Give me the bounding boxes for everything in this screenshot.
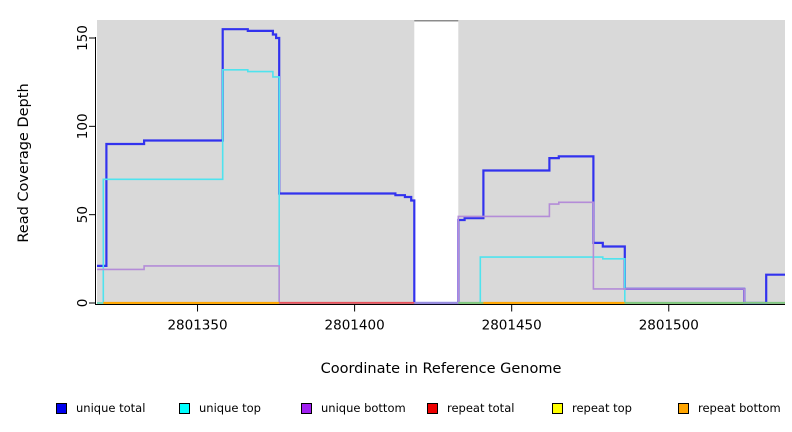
legend-swatch-icon: [301, 402, 312, 414]
y-tick-label: 0: [75, 299, 91, 308]
legend-item-label: unique bottom: [321, 401, 406, 415]
legend-item: unique top: [179, 399, 261, 417]
legend-item-label: repeat top: [572, 401, 632, 415]
legend-item-label: repeat bottom: [698, 401, 781, 415]
legend-item-label: repeat total: [447, 401, 515, 415]
x-tick-label: 2801400: [325, 318, 385, 334]
legend-swatch-icon: [552, 402, 563, 414]
legend-item: repeat bottom: [678, 399, 781, 417]
legend-swatch-icon: [427, 402, 438, 414]
y-tick-label: 100: [75, 113, 91, 139]
legend-swatch-icon: [179, 402, 190, 414]
series-line-unique-bottom: [97, 201, 785, 304]
x-tick-label: 2801500: [639, 318, 699, 334]
legend-item: unique total: [56, 399, 145, 417]
y-axis-label: Read Coverage Depth: [16, 83, 32, 243]
gap-mask: [414, 21, 459, 304]
legend-item-label: unique total: [76, 401, 146, 415]
x-tick-label: 2801350: [167, 318, 227, 334]
legend-swatch-icon: [56, 402, 67, 414]
legend-item-label: unique top: [199, 401, 261, 415]
series-line-unique-top: [97, 69, 785, 304]
x-axis-label: Coordinate in Reference Genome: [320, 361, 562, 377]
y-tick-label: 150: [75, 25, 91, 51]
legend-item: repeat total: [427, 399, 514, 417]
y-tick-label: 50: [75, 206, 91, 223]
legend-item: unique bottom: [301, 399, 406, 417]
legend-swatch-icon: [678, 402, 689, 414]
series-line-unique-total: [97, 28, 785, 305]
x-tick-label: 2801450: [482, 318, 542, 334]
legend: unique total unique top unique bottom re…: [0, 399, 792, 421]
legend-item: repeat top: [552, 399, 632, 417]
